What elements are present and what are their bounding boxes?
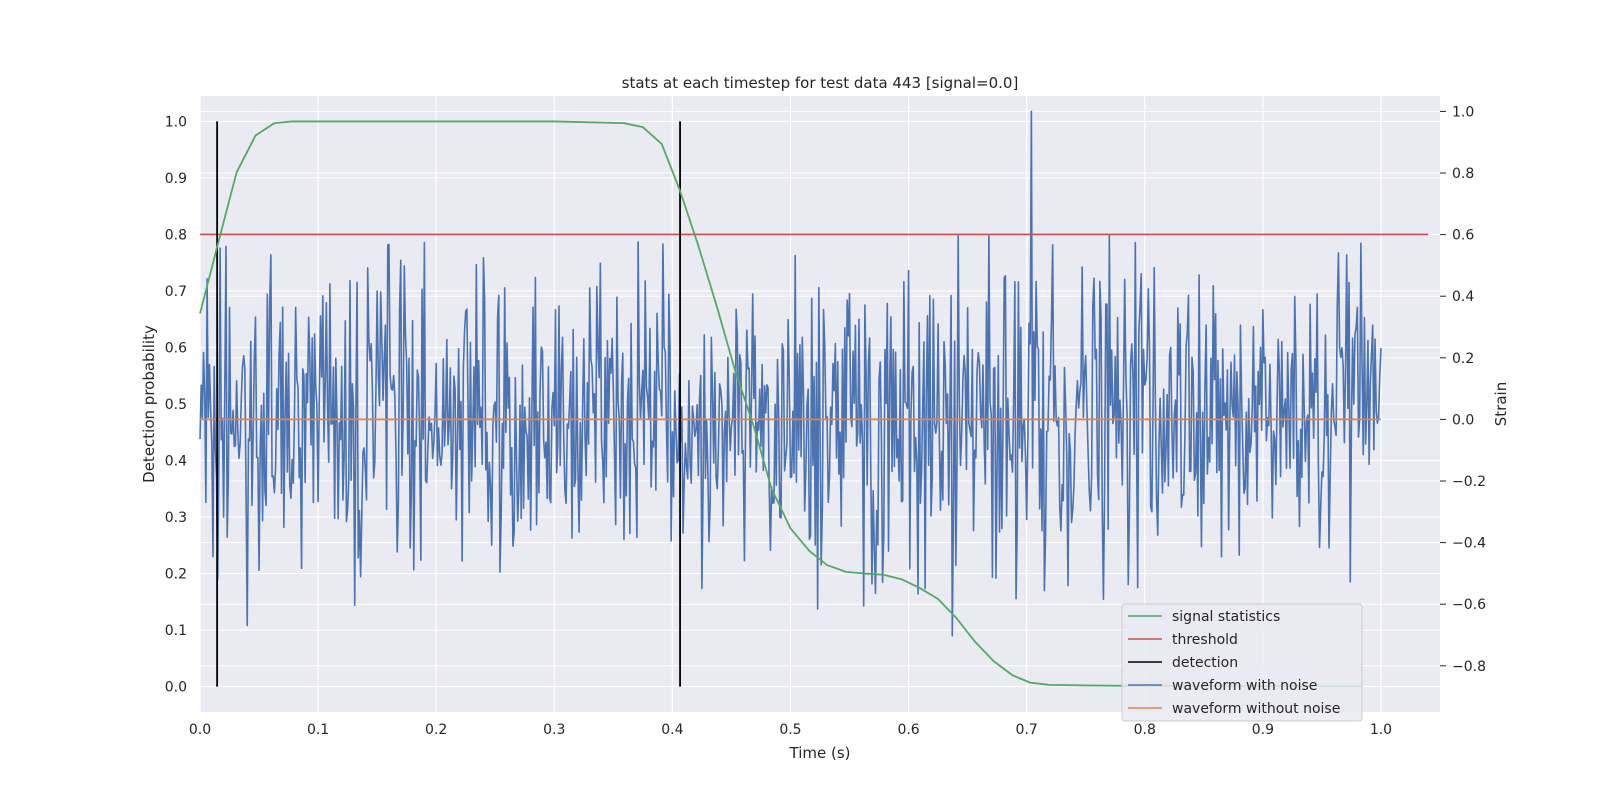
x-tick-label: 1.0 bbox=[1370, 722, 1392, 738]
y2-axis-label: Strain bbox=[1492, 382, 1510, 426]
y-tick-label: 0.2 bbox=[165, 567, 187, 583]
y-tick-label: 0.9 bbox=[165, 171, 187, 187]
y-tick-label: 0.7 bbox=[165, 284, 187, 300]
x-tick-label: 0.9 bbox=[1252, 722, 1274, 738]
legend-label-signal-statistics: signal statistics bbox=[1172, 609, 1280, 625]
y-tick-label: 0.1 bbox=[165, 623, 187, 639]
x-tick-label: 0.5 bbox=[779, 722, 801, 738]
y2-tick-label: −0.8 bbox=[1452, 659, 1486, 675]
y-tick-label: 0.6 bbox=[165, 340, 187, 356]
series-layer bbox=[199, 110, 1429, 687]
series-signal-statistics bbox=[199, 120, 1363, 687]
x-tick-label: 0.0 bbox=[189, 722, 211, 738]
y2-tick-label: −0.2 bbox=[1452, 474, 1486, 490]
legend-label-waveform-with-noise: waveform with noise bbox=[1172, 678, 1317, 694]
x-tick-label: 0.3 bbox=[543, 722, 565, 738]
legend: signal statistics threshold detection wa… bbox=[1121, 603, 1363, 722]
y2-tick-label: 0.0 bbox=[1452, 412, 1474, 428]
y2-tick-label: 0.8 bbox=[1452, 166, 1474, 182]
x-axis-ticks: 0.0 0.1 0.2 0.3 0.4 0.5 0.6 0.7 0.8 0.9 1.0 bbox=[189, 722, 1392, 738]
y-tick-label: 0.5 bbox=[165, 397, 187, 413]
y2-tick-label: −0.6 bbox=[1452, 597, 1486, 613]
series-waveform-with-noise bbox=[199, 110, 1382, 637]
x-tick-label: 0.6 bbox=[897, 722, 919, 738]
y2-tick-label: 0.4 bbox=[1452, 289, 1474, 305]
y-axis-ticks: 0.0 0.1 0.2 0.3 0.4 0.5 0.6 0.7 0.8 0.9 1.0 bbox=[165, 114, 187, 695]
x-tick-label: 0.8 bbox=[1134, 722, 1156, 738]
y2-axis-ticks: −0.8 −0.6 −0.4 −0.2 0.0 0.2 0.4 0.6 0.8 1.0 bbox=[1440, 104, 1486, 675]
y-tick-label: 0.0 bbox=[165, 680, 187, 696]
y-tick-label: 0.4 bbox=[165, 454, 187, 470]
x-tick-label: 0.4 bbox=[661, 722, 683, 738]
x-tick-label: 0.7 bbox=[1016, 722, 1038, 738]
x-axis-label: Time (s) bbox=[789, 744, 851, 762]
y2-tick-label: 0.2 bbox=[1452, 351, 1474, 367]
legend-label-threshold: threshold bbox=[1172, 632, 1238, 648]
legend-box bbox=[1121, 603, 1363, 722]
y-axis-label: Detection probability bbox=[140, 325, 158, 483]
y2-tick-label: 1.0 bbox=[1452, 104, 1474, 120]
x-tick-label: 0.1 bbox=[307, 722, 329, 738]
y2-tick-label: 0.6 bbox=[1452, 228, 1474, 244]
y2-tick-label: −0.4 bbox=[1452, 536, 1486, 552]
y-tick-label: 0.3 bbox=[165, 510, 187, 526]
legend-label-waveform-without-noise: waveform without noise bbox=[1172, 701, 1340, 717]
chart-title: stats at each timestep for test data 443… bbox=[622, 74, 1019, 92]
x-tick-label: 0.2 bbox=[425, 722, 447, 738]
y-tick-label: 0.8 bbox=[165, 227, 187, 243]
legend-label-detection: detection bbox=[1172, 655, 1238, 671]
y-tick-label: 1.0 bbox=[165, 114, 187, 130]
